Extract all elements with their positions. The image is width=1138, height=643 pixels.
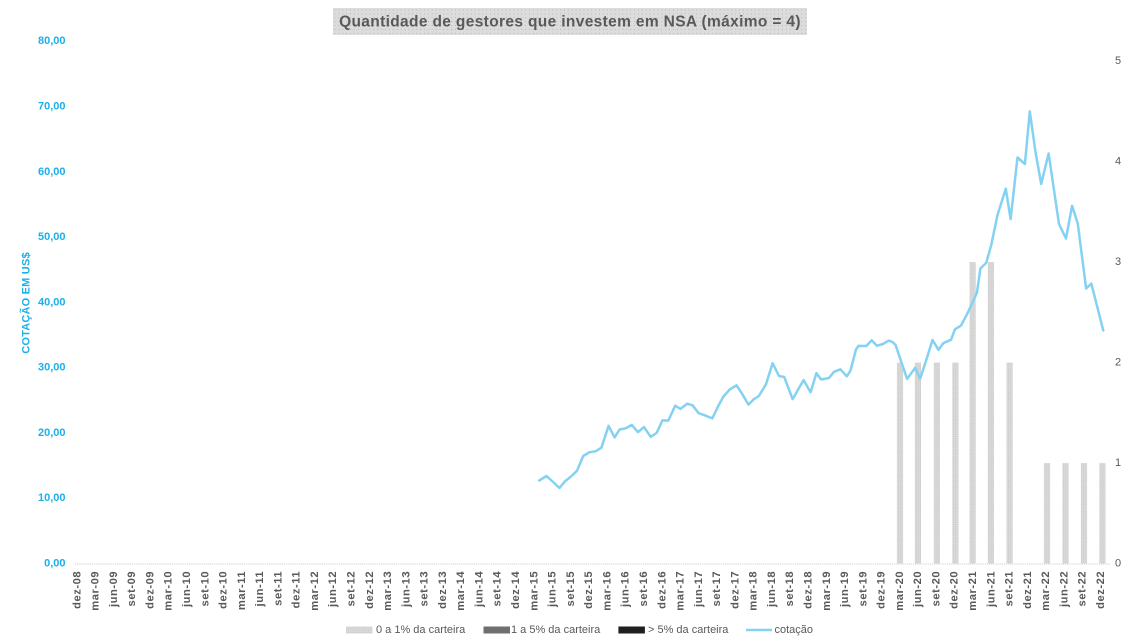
svg-text:dez-16: dez-16 — [656, 571, 668, 609]
svg-text:set-17: set-17 — [711, 571, 723, 607]
svg-text:1 a 5% da carteira: 1 a 5% da carteira — [511, 624, 601, 636]
svg-text:dez-11: dez-11 — [291, 571, 303, 609]
svg-text:set-11: set-11 — [272, 571, 284, 606]
svg-text:60,00: 60,00 — [38, 166, 66, 178]
svg-text:mar-20: mar-20 — [894, 571, 906, 611]
svg-text:cotação: cotação — [775, 624, 814, 636]
svg-text:mar-11: mar-11 — [236, 571, 248, 610]
svg-text:COTAÇÃO EM US$: COTAÇÃO EM US$ — [20, 252, 33, 354]
svg-text:dez-22: dez-22 — [1095, 571, 1107, 609]
svg-text:set-19: set-19 — [857, 571, 869, 607]
svg-text:mar-19: mar-19 — [821, 571, 833, 611]
svg-text:4: 4 — [1115, 156, 1121, 168]
svg-text:mar-12: mar-12 — [309, 571, 321, 611]
svg-text:set-10: set-10 — [199, 571, 211, 607]
svg-text:3: 3 — [1115, 256, 1121, 268]
svg-text:30,00: 30,00 — [38, 362, 66, 374]
svg-text:dez-14: dez-14 — [510, 571, 522, 609]
svg-text:set-15: set-15 — [565, 571, 577, 607]
svg-text:mar-10: mar-10 — [163, 571, 175, 611]
svg-text:set-18: set-18 — [784, 571, 796, 607]
svg-text:mar-22: mar-22 — [1040, 571, 1052, 611]
svg-text:jun-19: jun-19 — [839, 571, 851, 608]
svg-text:jun-16: jun-16 — [620, 571, 632, 608]
svg-text:jun-17: jun-17 — [693, 571, 705, 608]
svg-text:mar-18: mar-18 — [748, 571, 760, 611]
svg-text:80,00: 80,00 — [38, 35, 66, 47]
svg-text:> 5% da carteira: > 5% da carteira — [648, 624, 729, 636]
svg-text:0: 0 — [1115, 558, 1121, 570]
svg-text:jun-18: jun-18 — [766, 571, 778, 608]
svg-text:set-12: set-12 — [346, 571, 358, 607]
svg-text:set-21: set-21 — [1004, 571, 1016, 607]
svg-text:dez-12: dez-12 — [364, 571, 376, 609]
svg-text:jun-09: jun-09 — [108, 571, 120, 608]
svg-text:dez-08: dez-08 — [71, 571, 83, 609]
svg-text:set-09: set-09 — [126, 571, 138, 607]
svg-text:jun-10: jun-10 — [181, 571, 193, 608]
svg-text:set-13: set-13 — [419, 571, 431, 607]
svg-text:set-16: set-16 — [638, 571, 650, 607]
svg-text:jun-12: jun-12 — [327, 571, 339, 608]
svg-text:dez-18: dez-18 — [803, 571, 815, 609]
svg-text:dez-13: dez-13 — [437, 571, 449, 609]
svg-text:0,00: 0,00 — [44, 558, 65, 570]
svg-text:5: 5 — [1115, 55, 1121, 67]
svg-text:set-22: set-22 — [1077, 571, 1089, 607]
svg-text:jun-15: jun-15 — [547, 571, 559, 608]
svg-text:dez-17: dez-17 — [729, 571, 741, 609]
svg-text:mar-13: mar-13 — [382, 571, 394, 611]
svg-text:mar-17: mar-17 — [675, 571, 687, 611]
svg-text:1: 1 — [1115, 457, 1121, 469]
svg-text:set-20: set-20 — [931, 571, 943, 607]
svg-text:mar-16: mar-16 — [601, 571, 613, 611]
svg-text:40,00: 40,00 — [38, 296, 66, 308]
svg-text:mar-09: mar-09 — [90, 571, 102, 611]
svg-text:jun-21: jun-21 — [985, 571, 997, 608]
svg-text:0 a 1% da carteira: 0 a 1% da carteira — [376, 624, 466, 636]
svg-text:dez-15: dez-15 — [583, 571, 595, 609]
svg-text:dez-20: dez-20 — [949, 571, 961, 609]
svg-text:50,00: 50,00 — [38, 231, 66, 243]
svg-text:jun-11: jun-11 — [254, 571, 266, 608]
svg-text:jun-22: jun-22 — [1058, 571, 1070, 608]
svg-text:10,00: 10,00 — [38, 492, 66, 504]
svg-text:2: 2 — [1115, 357, 1121, 369]
svg-text:jun-14: jun-14 — [474, 571, 486, 608]
svg-text:jun-13: jun-13 — [400, 571, 412, 608]
svg-text:dez-10: dez-10 — [218, 571, 230, 609]
svg-text:dez-21: dez-21 — [1022, 571, 1034, 609]
svg-text:mar-15: mar-15 — [528, 571, 540, 611]
svg-text:dez-19: dez-19 — [876, 571, 888, 609]
svg-text:set-14: set-14 — [492, 571, 504, 607]
svg-text:mar-21: mar-21 — [967, 571, 979, 611]
svg-text:dez-09: dez-09 — [144, 571, 156, 609]
svg-text:mar-14: mar-14 — [455, 571, 467, 611]
svg-text:70,00: 70,00 — [38, 101, 66, 113]
svg-text:jun-20: jun-20 — [912, 571, 924, 608]
svg-text:20,00: 20,00 — [38, 427, 66, 439]
